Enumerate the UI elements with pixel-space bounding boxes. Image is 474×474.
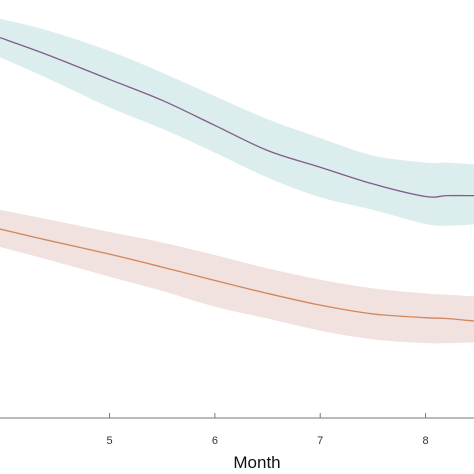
x-tick-label: 5 bbox=[106, 435, 112, 447]
x-tick-label: 7 bbox=[317, 435, 323, 447]
x-axis-ticks: 5 6 7 8 bbox=[106, 413, 429, 447]
series-1-confidence-band bbox=[0, 18, 474, 226]
x-tick-label: 6 bbox=[212, 435, 218, 447]
series-2-line bbox=[0, 228, 474, 322]
series-lines bbox=[0, 37, 474, 322]
series-2-confidence-band bbox=[0, 209, 474, 344]
confidence-bands bbox=[0, 18, 474, 344]
series-1-line bbox=[0, 37, 474, 198]
x-axis-title: Month bbox=[233, 453, 280, 472]
x-tick-label: 8 bbox=[422, 435, 428, 447]
